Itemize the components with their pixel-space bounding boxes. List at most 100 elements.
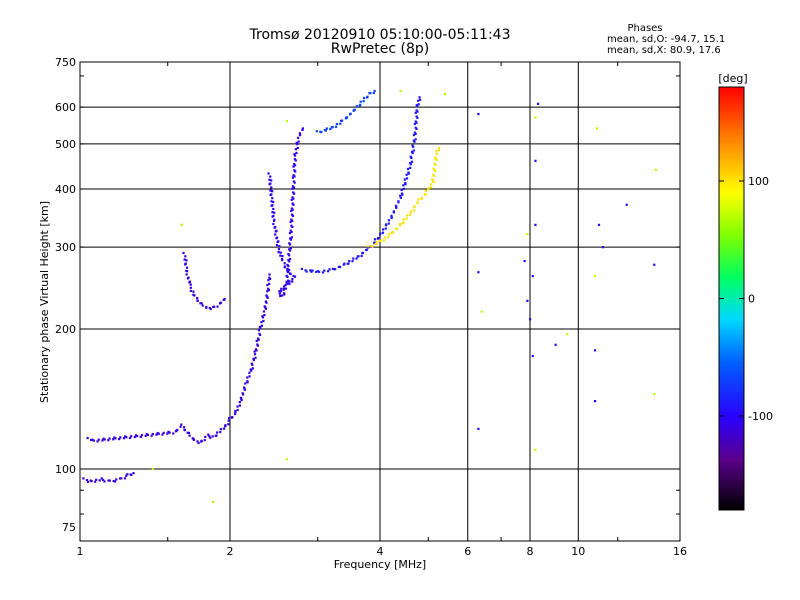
data-point	[216, 305, 219, 308]
data-point	[332, 267, 336, 271]
data-point	[432, 173, 435, 176]
data-point	[257, 338, 260, 341]
y-tick-label: 500	[55, 138, 76, 151]
data-point	[385, 223, 388, 226]
data-point	[146, 433, 150, 437]
data-point	[268, 276, 271, 279]
data-point	[293, 175, 296, 178]
data-point	[125, 474, 128, 477]
data-point	[186, 431, 189, 434]
data-point	[414, 132, 417, 135]
data-point	[269, 189, 272, 192]
data-point	[151, 467, 155, 471]
data-point	[292, 192, 296, 195]
data-point	[184, 255, 187, 258]
data-point	[397, 200, 400, 203]
data-point	[413, 131, 416, 134]
data-point	[410, 150, 414, 153]
data-point	[209, 307, 212, 311]
data-point	[183, 426, 186, 429]
phase-stats-o: mean, sd,O: -94.7, 15.1	[607, 34, 725, 45]
y-tick-label: 100	[55, 463, 76, 476]
data-point	[108, 437, 111, 440]
data-point	[136, 434, 139, 438]
data-point	[234, 409, 237, 413]
data-point	[273, 218, 276, 221]
data-point	[271, 190, 274, 193]
data-point	[305, 270, 308, 273]
data-point	[290, 207, 293, 210]
data-point	[409, 155, 412, 158]
y-tick-label: 750	[55, 56, 76, 69]
data-point	[266, 290, 269, 293]
data-point	[185, 266, 189, 269]
data-point	[534, 223, 537, 226]
data-point	[168, 431, 171, 434]
data-point	[203, 439, 206, 442]
data-point	[256, 343, 259, 346]
x-tick-label: 6	[464, 545, 471, 558]
data-point	[419, 98, 422, 101]
data-point	[412, 139, 415, 142]
data-point	[526, 233, 529, 236]
y-tick-label: 75	[62, 521, 76, 534]
data-point	[566, 333, 569, 336]
data-point	[283, 262, 286, 265]
data-point	[293, 158, 297, 161]
data-point	[534, 159, 537, 162]
data-point	[213, 305, 216, 308]
data-point	[435, 152, 439, 156]
data-point	[182, 251, 185, 255]
data-point	[316, 270, 319, 273]
data-point	[294, 170, 297, 173]
data-point	[287, 253, 290, 256]
data-point	[338, 265, 342, 269]
data-point	[394, 204, 398, 207]
data-point	[269, 277, 272, 281]
data-point	[262, 319, 265, 323]
data-point	[285, 274, 288, 277]
data-point	[407, 171, 410, 174]
data-point	[353, 108, 356, 111]
data-point	[192, 437, 195, 440]
y-tick-label: 600	[55, 101, 76, 114]
data-point	[289, 247, 293, 250]
data-point	[156, 431, 159, 435]
data-point	[103, 438, 106, 441]
data-point	[412, 209, 416, 212]
data-point	[366, 95, 369, 98]
data-point	[267, 288, 271, 292]
data-point	[415, 127, 418, 131]
data-point	[243, 386, 246, 389]
data-point	[263, 313, 266, 317]
data-point	[357, 255, 360, 258]
data-point	[434, 169, 437, 173]
data-point	[331, 126, 334, 129]
data-point	[334, 268, 337, 271]
data-point	[315, 130, 318, 133]
data-point	[259, 326, 262, 330]
data-point	[115, 478, 118, 481]
data-point	[653, 392, 656, 396]
data-point	[318, 270, 321, 273]
data-point	[132, 472, 135, 475]
data-point	[272, 219, 276, 222]
data-point	[294, 159, 297, 162]
data-point	[279, 251, 282, 254]
data-point	[362, 100, 365, 103]
data-point	[298, 132, 302, 135]
data-point	[399, 89, 402, 93]
data-point	[120, 477, 123, 480]
data-point	[275, 237, 278, 240]
data-point	[387, 236, 390, 239]
data-point	[189, 289, 192, 293]
data-point	[185, 273, 188, 276]
data-point	[406, 167, 410, 171]
data-point	[101, 439, 104, 442]
data-point	[292, 165, 295, 168]
data-point	[250, 369, 253, 372]
data-point	[94, 480, 97, 483]
colorbar-ticks: 100 0 -100	[719, 175, 773, 423]
data-point	[413, 205, 416, 208]
data-point	[292, 180, 295, 183]
